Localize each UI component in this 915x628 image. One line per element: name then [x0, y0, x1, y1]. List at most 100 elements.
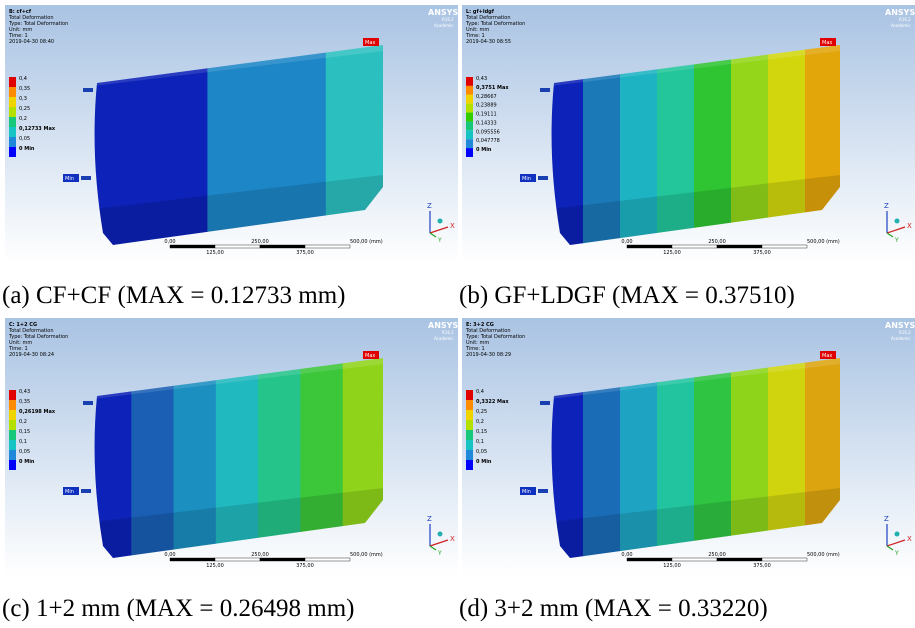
edition: Academic	[891, 336, 911, 341]
min-label: Min	[65, 176, 74, 182]
triad-ball	[894, 218, 900, 224]
legend-swatch	[466, 400, 473, 410]
logo: ANSYS	[428, 321, 458, 330]
axis-x	[886, 226, 906, 234]
axis-y	[886, 545, 894, 551]
legend-label: 0,25	[476, 409, 487, 415]
axis-label: X	[450, 535, 455, 543]
legend-swatch	[466, 440, 473, 450]
scale-label: 500,00 (mm)	[350, 239, 383, 245]
pin	[83, 88, 93, 92]
version: R16.2	[899, 330, 911, 335]
axis-y	[429, 545, 437, 551]
scale-segment	[671, 557, 718, 562]
pin	[540, 401, 550, 405]
legend-swatch	[9, 420, 16, 430]
legend-label: 0,43	[476, 76, 487, 82]
legend-swatch	[9, 127, 16, 137]
scale-segment	[169, 557, 216, 562]
legend-label: 0,15	[19, 429, 30, 435]
scale-label: 125,00	[663, 563, 681, 569]
header-line: Total Deformation	[465, 328, 511, 334]
scale-label: 125,00	[206, 250, 224, 256]
pin	[538, 176, 548, 180]
version: R16.2	[899, 17, 911, 22]
legend-swatch	[466, 139, 473, 149]
axis-y	[429, 232, 437, 238]
header-line: Total Deformation	[8, 15, 54, 21]
max-label: Max	[822, 353, 832, 359]
legend-swatch	[9, 400, 16, 410]
legend-swatch	[466, 130, 473, 140]
scale-label: 250,00	[251, 552, 269, 558]
logo: ANSYS	[428, 8, 458, 17]
result-title: C: 1+2 CG	[9, 322, 37, 328]
scale-label: 375,00	[296, 250, 314, 256]
axis-x	[429, 539, 449, 547]
legend-label: 0,3	[19, 96, 27, 102]
scale-segment	[716, 244, 763, 249]
max-tag	[363, 38, 379, 46]
legend-swatch	[9, 87, 16, 97]
legend-swatch	[9, 117, 16, 127]
axis-label: X	[450, 222, 455, 230]
header-line: 2019-04-30 08:29	[466, 352, 511, 358]
legend-label: 0,2	[19, 116, 27, 122]
legend-swatch	[9, 440, 16, 450]
legend-swatch	[9, 430, 16, 440]
min-label: Min	[522, 489, 531, 495]
triad-ball	[894, 531, 900, 537]
scale-label: 250,00	[251, 239, 269, 245]
caption: (a) CF+CF (MAX = 0.12733 mm)	[2, 282, 345, 309]
contour-band	[620, 358, 658, 558]
legend-label: 0,05	[476, 449, 487, 455]
contour-band	[657, 45, 695, 245]
pin	[81, 489, 91, 493]
contour-band	[258, 358, 301, 558]
legend-label: 0 Min	[476, 147, 492, 153]
max-tag	[820, 351, 836, 359]
caption: (b) GF+LDGF (MAX = 0.37510)	[459, 282, 795, 309]
max-label: Max	[365, 353, 375, 359]
scale-label: 0,00	[621, 239, 632, 245]
min-tag	[63, 174, 79, 182]
legend-label: 0,05	[19, 136, 30, 142]
legend-label: 0,43	[19, 389, 30, 395]
legend-swatch	[9, 450, 16, 460]
axis-label: X	[907, 222, 912, 230]
legend-label: 0,05	[19, 449, 30, 455]
scale-label: 125,00	[206, 563, 224, 569]
header-line: Unit: mm	[9, 340, 32, 346]
max-label: Max	[365, 40, 375, 46]
contour-band	[731, 45, 769, 245]
axis-label: Y	[437, 237, 442, 244]
edition: Academic	[434, 23, 454, 28]
contour-band	[173, 358, 217, 558]
legend-label: 0,28667	[476, 94, 497, 100]
pin	[83, 401, 93, 405]
legend-swatch	[466, 148, 473, 157]
axis-label: Y	[894, 550, 899, 557]
min-label: Min	[65, 489, 74, 495]
legend-swatch	[9, 107, 16, 117]
scale-segment	[761, 244, 808, 249]
header-line: Type: Total Deformation	[8, 334, 68, 340]
legend-swatch	[466, 450, 473, 460]
triad-ball	[437, 218, 443, 224]
legend-label: 0,047778	[476, 138, 500, 144]
legend-label: 0 Min	[476, 459, 492, 465]
contour-band	[694, 358, 732, 558]
caption: (d) 3+2 mm (MAX = 0.33220)	[459, 595, 768, 622]
header-line: Unit: mm	[466, 340, 489, 346]
result-title: L: gf+ldgf	[466, 9, 495, 15]
result-title: E: 3+2 CG	[466, 322, 494, 328]
header-line: Time: 1	[465, 346, 485, 352]
scale-segment	[214, 244, 261, 249]
caption: (c) 1+2 mm (MAX = 0.26498 mm)	[2, 595, 354, 622]
axis-label: Z	[427, 202, 432, 210]
legend-label: 0,4	[19, 76, 27, 82]
legend-swatch	[466, 121, 473, 131]
result-title: B: cf+cf	[9, 9, 32, 15]
